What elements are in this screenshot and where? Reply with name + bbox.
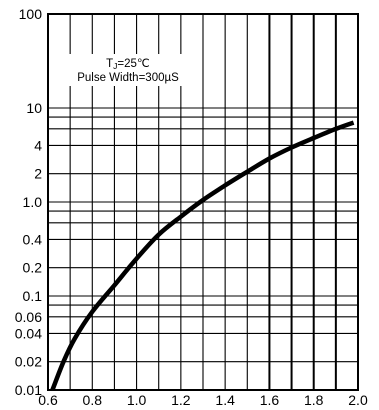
y-tick-labels: 100 10 4 2 1.0 0.4 0.2 0.1 0.060.04 0.02 0.01 — [15, 6, 42, 398]
annotation-temperature: TJ=25℃ — [106, 58, 150, 71]
plot-border — [47, 13, 359, 391]
x-tick-label: 1.2 — [171, 392, 191, 408]
annotation-pulse-width: Pulse Width=300µS — [77, 72, 179, 84]
annotation-box: TJ=25℃ Pulse Width=300µS — [67, 54, 190, 86]
x-tick-label: 1.4 — [215, 392, 235, 408]
y-tick-label: 0.06 — [15, 309, 42, 325]
x-tick-labels: 0.6 0.8 1.0 1.2 1.4 1.6 1.8 2.0 — [38, 392, 368, 408]
y-tick-label: 10 — [26, 100, 42, 116]
y-tick-label: 0.2 — [23, 260, 43, 276]
y-tick-label: 0.1 — [23, 288, 43, 304]
x-tick-label: 0.6 — [38, 392, 58, 408]
annotation-background — [67, 54, 190, 86]
y-tick-label: 1.0 — [23, 194, 43, 210]
annotation-temperature-main: T — [106, 58, 113, 70]
x-tick-label: 1.0 — [127, 392, 147, 408]
y-tick-label: 2 — [34, 166, 42, 182]
x-tick-label: 1.8 — [304, 392, 324, 408]
annotation-temperature-rest: =25℃ — [117, 58, 150, 70]
y-tick-label: 0.4 — [23, 231, 43, 247]
y-tick-label: 0.01 — [15, 382, 42, 398]
x-tick-label: 1.6 — [260, 392, 280, 408]
series-line-0 — [50, 120, 355, 391]
plot-frame — [47, 13, 359, 391]
series-layer — [50, 120, 355, 391]
y-tick-label: 4 — [34, 137, 42, 153]
annotation-temperature-sub: J — [113, 61, 117, 71]
x-tick-label: 2.0 — [348, 392, 368, 408]
y-tick-label: 0.02 — [15, 354, 42, 370]
y-tick-label: 0.04 — [15, 325, 42, 341]
y-tick-label: 100 — [19, 6, 43, 22]
x-tick-label: 0.8 — [83, 392, 103, 408]
